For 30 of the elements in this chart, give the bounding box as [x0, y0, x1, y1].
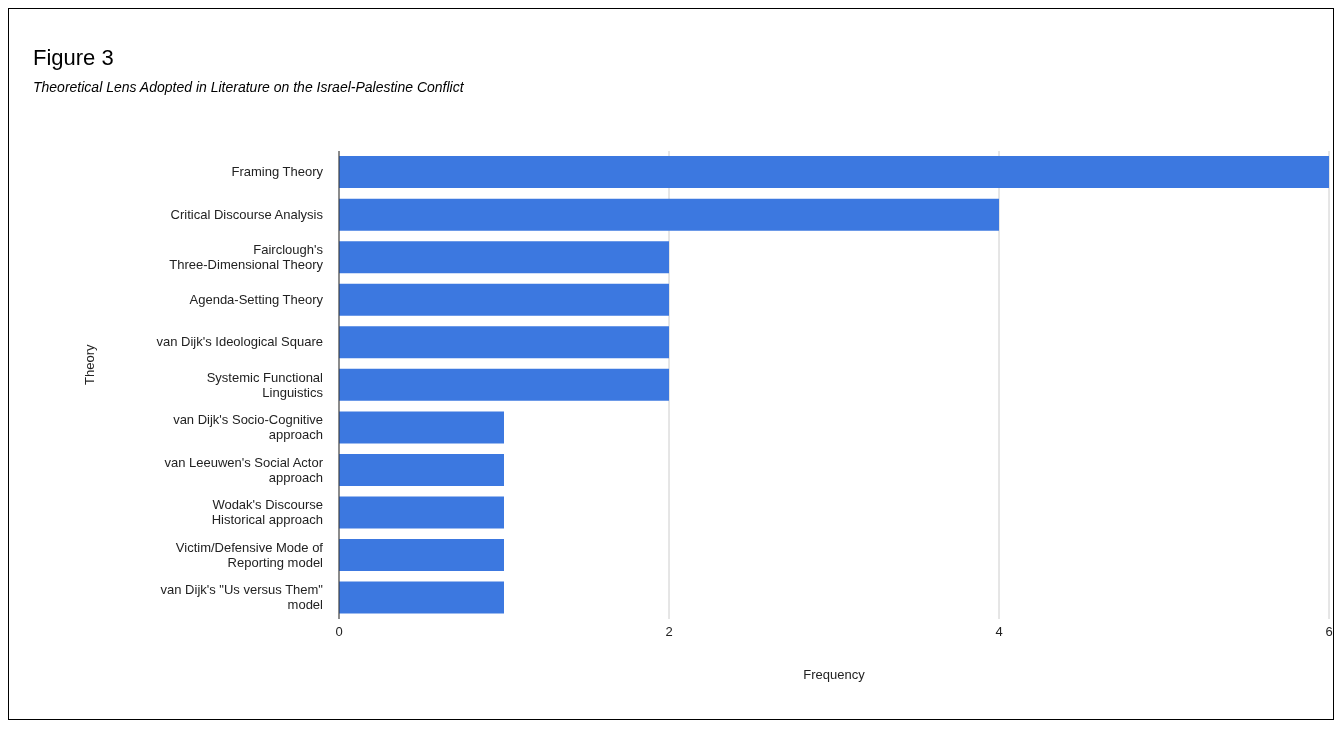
x-tick-label: 6 — [1325, 624, 1333, 640]
bar — [339, 496, 504, 529]
y-tick-label: Systemic Functional Linguistics — [206, 369, 324, 400]
y-tick-label: Critical Discourse Analysis — [170, 206, 324, 222]
y-tick-label: Fairclough's Three-Dimensional Theory — [169, 241, 324, 272]
y-tick-label: van Dijk's Ideological Square — [156, 334, 323, 350]
text: Figure 3 — [33, 45, 114, 71]
y-tick-label: Wodak's Discourse Historical approach — [211, 497, 323, 528]
bar — [339, 241, 669, 274]
x-axis-title: Frequency — [803, 667, 866, 682]
bar — [339, 411, 504, 444]
x-tick-label: 2 — [665, 624, 673, 640]
bar — [339, 283, 669, 316]
bar — [339, 453, 504, 486]
y-tick-label: Framing Theory — [231, 164, 324, 180]
x-tick-label: 4 — [995, 624, 1003, 640]
y-tick-label: van Dijk's "Us versus Them" model — [160, 582, 324, 613]
y-axis-title: Theory — [81, 344, 97, 385]
bar — [339, 581, 504, 614]
bar — [339, 539, 504, 572]
bar — [339, 326, 669, 359]
x-tick-label: 0 — [335, 624, 343, 640]
y-tick-label: van Dijk's Socio-Cognitive approach — [173, 412, 323, 443]
chart-subtitle: Theoretical Lens Adopted in Literature on the Israel-Palestine Conflict — [33, 79, 464, 95]
y-tick-label: van Leeuwen's Social Actor approach — [164, 454, 324, 485]
bar — [339, 156, 1329, 189]
y-tick-label: Victim/Defensive Mode of Reporting model — [175, 539, 324, 570]
y-tick-label: Agenda-Setting Theory — [189, 291, 324, 307]
bar — [339, 368, 669, 401]
bar — [339, 198, 999, 231]
